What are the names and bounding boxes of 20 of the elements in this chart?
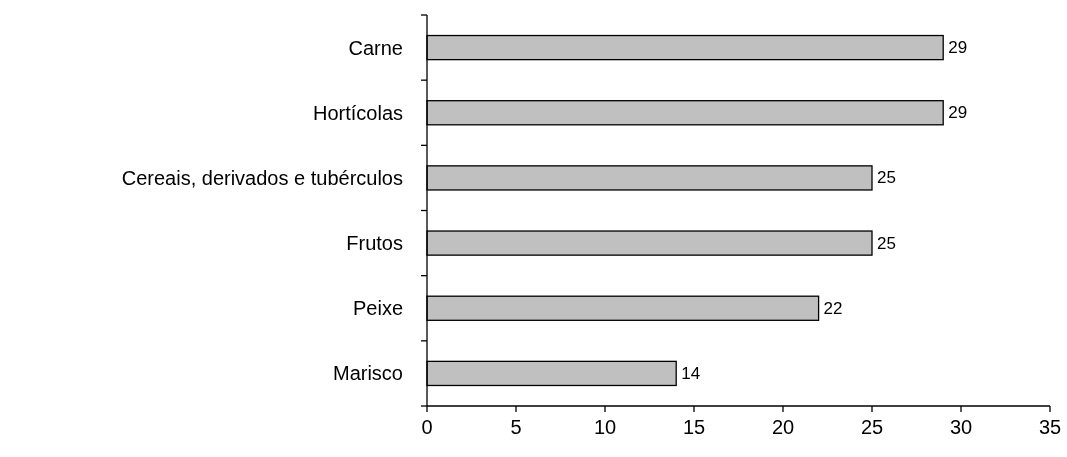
y-tick-label: Peixe <box>352 297 403 320</box>
x-tick-label: 5 <box>510 416 522 438</box>
x-tick-label: 30 <box>949 416 973 438</box>
x-tick-label: 15 <box>682 416 706 438</box>
y-tick-label: Carne <box>348 36 403 59</box>
data-label: 29 <box>948 38 968 58</box>
data-label: 29 <box>948 103 968 123</box>
x-tick-label: 0 <box>421 416 433 438</box>
x-tick-label: 20 <box>771 416 795 438</box>
data-label: 14 <box>681 363 701 383</box>
y-tick-label: Frutos <box>346 232 403 255</box>
x-tick-label: 35 <box>1038 416 1062 438</box>
x-tick-label: 10 <box>593 416 617 438</box>
x-tick-label: 25 <box>860 416 884 438</box>
data-label: 25 <box>877 233 896 253</box>
y-tick-label: Cereais, derivados e tubérculos <box>121 166 403 189</box>
data-label: 25 <box>877 168 896 188</box>
y-tick-label: Marisco <box>332 362 403 385</box>
y-tick-label: Hortícolas <box>312 101 403 124</box>
data-label: 22 <box>823 298 843 318</box>
